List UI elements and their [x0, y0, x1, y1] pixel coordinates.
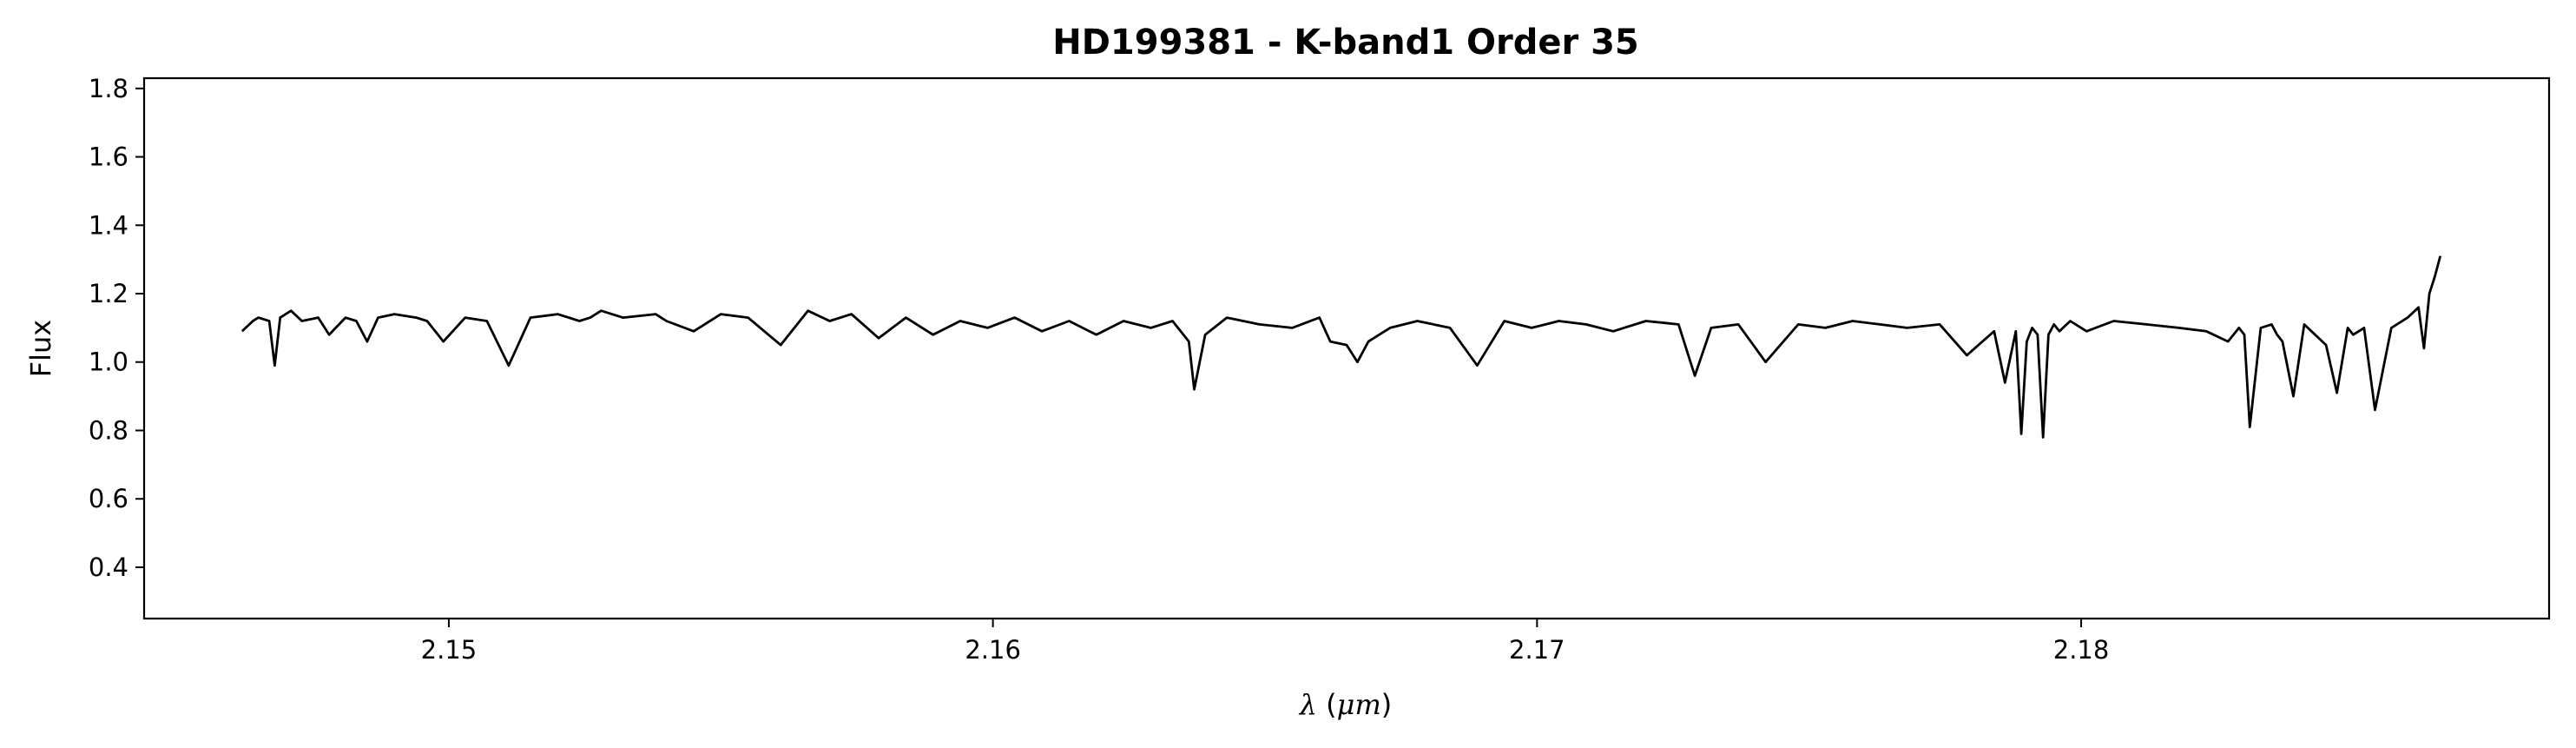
y-axis-label: Flux — [24, 320, 57, 378]
plot-frame — [142, 76, 2551, 620]
x-tick-label: 2.16 — [965, 635, 1021, 665]
y-tick-label: 1.2 — [89, 279, 128, 308]
x-axis-label: λ (μm) — [1298, 688, 1393, 721]
y-tick-label: 1.8 — [89, 74, 128, 103]
x-axis: 2.15 2.16 2.17 2.18 — [421, 619, 2110, 665]
x-axis-label-open: ( — [1317, 688, 1337, 721]
flux-series-line — [240, 255, 2442, 439]
y-tick-label: 1.6 — [89, 142, 128, 172]
x-axis-label-symbol: λ — [1298, 688, 1317, 721]
y-axis: 0.4 0.6 0.8 1.0 1.2 1.4 1.6 1.8 — [89, 74, 144, 582]
y-tick-label: 0.8 — [89, 415, 128, 445]
x-axis-label-unit: μm — [1337, 688, 1381, 721]
x-tick-label: 2.15 — [421, 635, 478, 665]
y-tick-label: 1.4 — [89, 210, 128, 240]
y-tick-label: 0.4 — [89, 553, 128, 582]
chart-title: HD199381 - K-band1 Order 35 — [1052, 23, 1639, 63]
x-tick-label: 2.17 — [1509, 635, 1565, 665]
y-tick-label: 1.0 — [89, 348, 128, 377]
x-axis-label-close: ) — [1381, 688, 1392, 721]
x-tick-label: 2.18 — [2053, 635, 2110, 665]
y-tick-label: 0.6 — [89, 484, 128, 513]
